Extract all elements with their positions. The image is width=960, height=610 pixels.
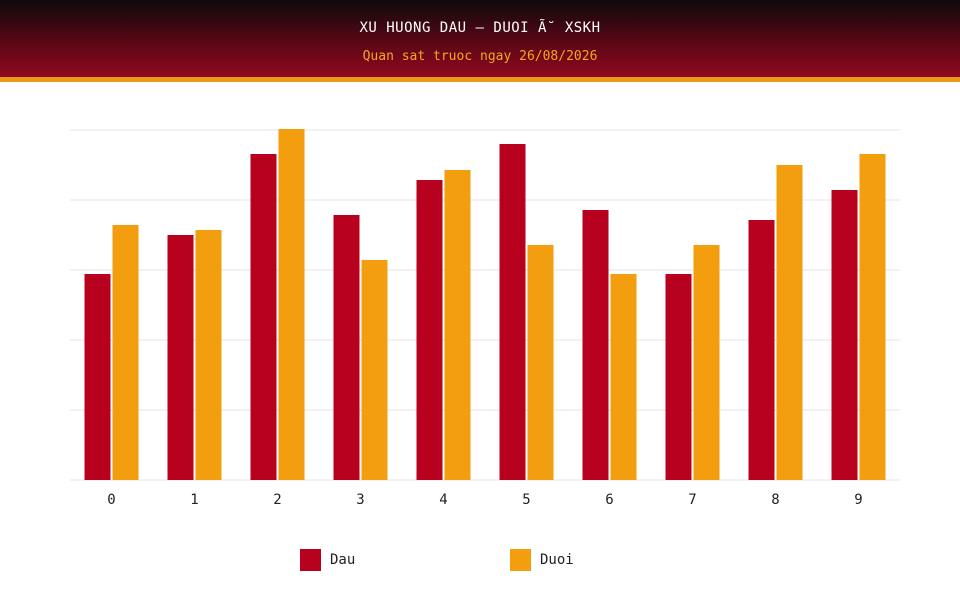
bar-duoi-0[interactable]: [112, 225, 139, 480]
bar-dau-9[interactable]: [831, 190, 858, 480]
bar-duoi-4[interactable]: [444, 170, 471, 480]
bar-duoi-3[interactable]: [361, 260, 388, 480]
bar-duoi-5[interactable]: [527, 245, 554, 480]
x-tick-label: 0: [107, 492, 115, 508]
x-tick-label: 5: [522, 492, 530, 508]
header-stripe: [0, 77, 960, 82]
x-tick-label: 6: [605, 492, 613, 508]
chart-title: XU HUONG DAU – DUOI Ã˘ XSKH: [359, 20, 601, 36]
bar-dau-6[interactable]: [582, 210, 609, 480]
x-tick-labels: 0 1 2 3 4 5 6 7 8 9: [107, 492, 862, 508]
legend-label-dau: Dau: [330, 552, 356, 568]
bar-duoi-2[interactable]: [278, 129, 305, 480]
legend-swatch-duoi: [510, 549, 531, 571]
bar-dau-4[interactable]: [416, 180, 443, 480]
bar-duoi-1[interactable]: [195, 230, 222, 480]
bar-duoi-7[interactable]: [693, 245, 720, 480]
x-tick-label: 3: [356, 492, 364, 508]
bars: [84, 129, 886, 480]
bar-dau-2[interactable]: [250, 154, 277, 480]
x-tick-label: 4: [439, 492, 447, 508]
bar-duoi-6[interactable]: [610, 274, 637, 480]
header-banner: [0, 0, 960, 77]
bar-dau-8[interactable]: [748, 220, 775, 480]
chart-subtitle: Quan sat truoc ngay 26/08/2026: [362, 49, 598, 64]
x-tick-label: 8: [771, 492, 779, 508]
bar-dau-7[interactable]: [665, 274, 692, 480]
legend-swatch-dau: [300, 549, 321, 571]
legend-label-duoi: Duoi: [540, 552, 574, 568]
x-tick-label: 2: [273, 492, 281, 508]
x-tick-label: 7: [688, 492, 696, 508]
bar-duoi-9[interactable]: [859, 154, 886, 480]
x-tick-label: 1: [190, 492, 198, 508]
x-tick-label: 9: [854, 492, 862, 508]
grid-lines: [70, 129, 900, 481]
bar-duoi-8[interactable]: [776, 165, 803, 480]
bar-dau-5[interactable]: [499, 144, 526, 480]
bar-dau-0[interactable]: [84, 274, 111, 480]
bar-dau-3[interactable]: [333, 215, 360, 480]
bar-dau-1[interactable]: [167, 235, 194, 480]
